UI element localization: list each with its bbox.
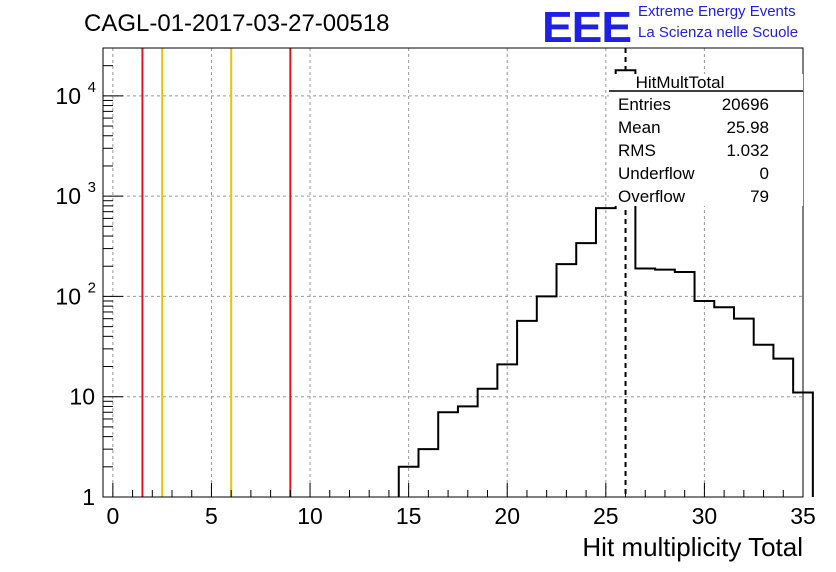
x-tick-label: 15: [396, 503, 422, 529]
y-tick-exponent: 3: [88, 179, 96, 196]
stats-box-bg: [609, 74, 803, 206]
stats-row-label: RMS: [618, 141, 656, 160]
marker-lines: [141, 48, 627, 497]
y-tick-exponent: 2: [88, 279, 96, 296]
axis-ticks: 0 5 10 15 20 25 30 35 1 10 10 2 10 3 10 4: [55, 47, 816, 529]
y-tick-exponent: 4: [88, 79, 96, 96]
x-tick-label: 35: [790, 503, 816, 529]
plot-frame: [102, 47, 804, 498]
y-tick-label: 10: [69, 384, 95, 410]
stats-row-value: 20696: [722, 95, 769, 114]
stats-row-value: 25.98: [726, 118, 769, 137]
stats-row-label: Overflow: [618, 187, 686, 206]
histogram-line: [397, 69, 814, 497]
stats-row-value: 79: [750, 187, 769, 206]
stats-row-label: Underflow: [618, 164, 695, 183]
logo-line-1: Extreme Energy Events: [638, 3, 796, 20]
logo-line-2: La Scienza nelle Scuole: [638, 24, 799, 41]
y-tick-label: 10: [55, 183, 81, 209]
x-tick-label: 0: [106, 503, 119, 529]
stats-row-label: Mean: [618, 118, 661, 137]
x-tick-label: 5: [205, 503, 218, 529]
x-tick-label: 25: [593, 503, 619, 529]
y-tick-label: 1: [82, 484, 95, 510]
eee-logo: EEE: [542, 2, 632, 52]
grid: [103, 48, 804, 497]
run-title: CAGL-01-2017-03-27-00518: [84, 10, 390, 37]
y-tick-label: 10: [55, 283, 81, 309]
stats-row-value: 1.032: [726, 141, 769, 160]
y-tick-label: 10: [55, 83, 81, 109]
x-tick-label: 30: [692, 503, 718, 529]
x-tick-label: 20: [494, 503, 520, 529]
stats-row-label: Entries: [618, 95, 671, 114]
stats-box: HitMultTotal Entries 20696 Mean 25.98 RMS 1.03…: [609, 73, 803, 206]
x-tick-label: 10: [297, 503, 323, 529]
stats-row-value: 0: [760, 164, 769, 183]
x-axis-label: Hit multiplicity Total: [582, 532, 803, 562]
stats-box-title: HitMultTotal: [636, 73, 725, 92]
